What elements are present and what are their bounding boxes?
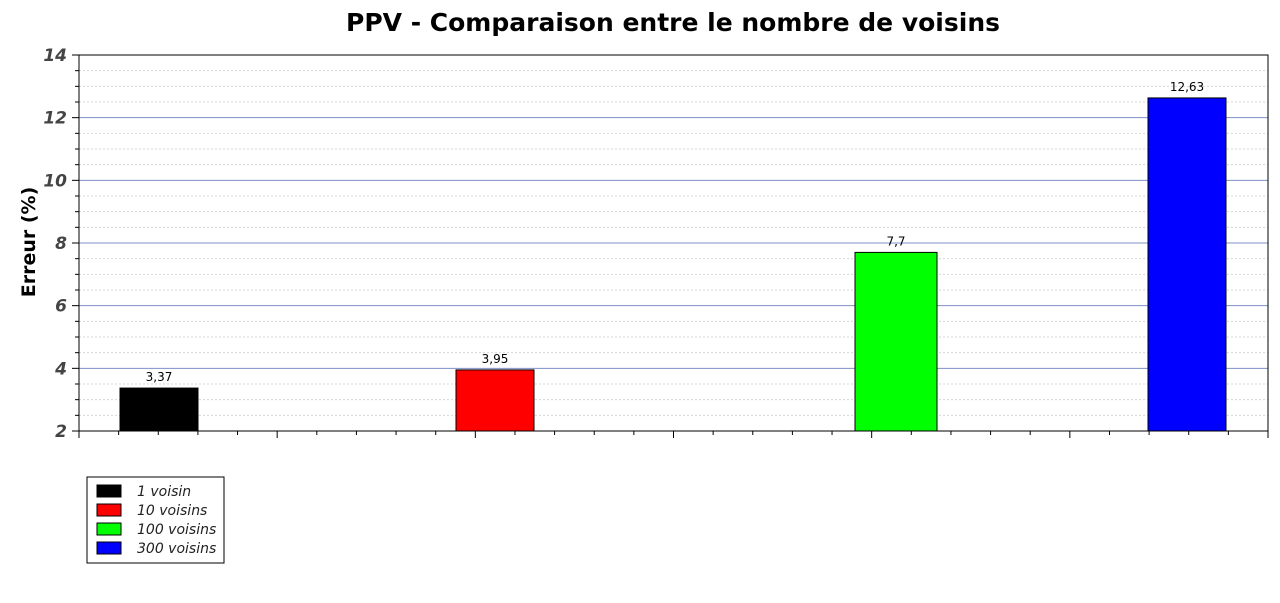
- legend: 1 voisin 10 voisins 100 voisins 300 voisins: [86, 476, 225, 564]
- legend-swatch-3: [96, 541, 122, 555]
- grid-lines: [79, 70, 1268, 416]
- chart-title: PPV - Comparaison entre le nombre de voi…: [346, 8, 1000, 37]
- data-label-0: 3,37: [146, 370, 173, 384]
- data-label-2: 7,7: [886, 234, 905, 248]
- legend-label-0: 1 voisin: [137, 484, 191, 500]
- y-tick-label: 6: [55, 297, 67, 317]
- data-label-3: 12,63: [1170, 80, 1204, 94]
- y-tick-label: 10: [43, 171, 67, 191]
- legend-label-3: 300 voisins: [137, 541, 216, 557]
- bars: 3,37 3,95 7,7 12,63: [119, 80, 1227, 432]
- legend-swatch-0: [96, 484, 122, 498]
- y-tick-label: 2: [55, 422, 67, 442]
- bar-2: [854, 251, 938, 432]
- bar-3: [1147, 97, 1227, 432]
- y-tick-label: 4: [54, 359, 67, 379]
- bar-0: [119, 387, 199, 432]
- legend-label-1: 10 voisins: [137, 503, 207, 519]
- axes: 2 4 6 8 10 12 14: [43, 46, 1269, 442]
- y-tick-label: 8: [55, 234, 67, 254]
- legend-swatch-2: [96, 522, 122, 536]
- bar-1: [455, 369, 535, 432]
- y-tick-label: 14: [43, 46, 67, 66]
- y-tick-label: 12: [43, 109, 67, 129]
- y-axis-label: Erreur (%): [18, 187, 40, 298]
- data-label-1: 3,95: [482, 352, 509, 366]
- legend-label-2: 100 voisins: [137, 522, 216, 538]
- legend-swatch-1: [96, 503, 122, 517]
